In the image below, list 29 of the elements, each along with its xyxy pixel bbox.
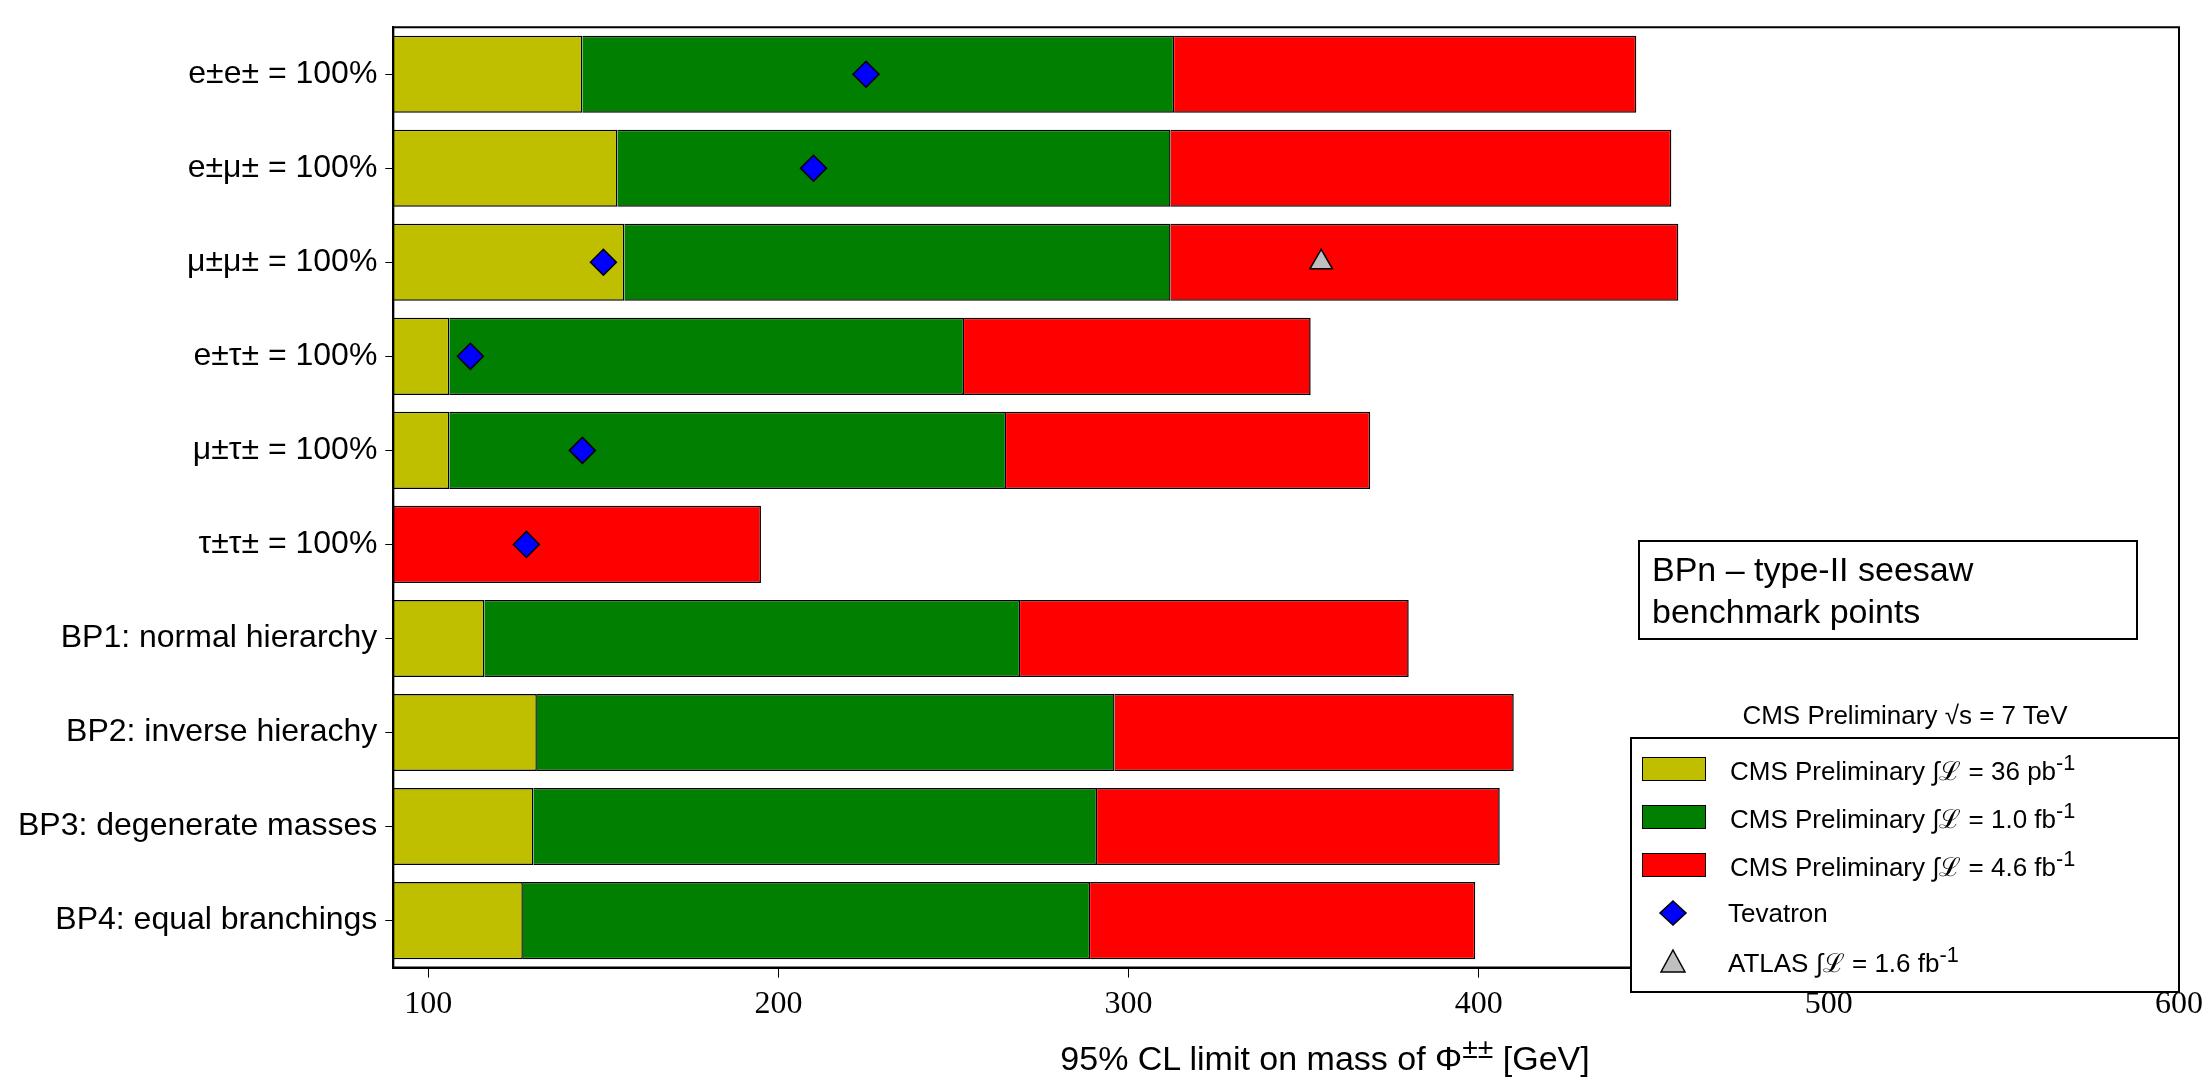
point [852, 60, 880, 88]
y-tick-label: μ±μ± = 100% [187, 242, 378, 279]
legend-label: CMS Preliminary ∫ℒ = 1.0 fb$^{-1}$ [1730, 798, 2076, 836]
x-tick-label: 600 [2155, 984, 2203, 1021]
y-tick-label: e±μ± = 100% [187, 148, 378, 185]
y-tick-label: e±e± = 100% [188, 54, 378, 91]
y-tick-label: e±τ± = 100% [193, 336, 378, 373]
x-axis-title: 95% CL limit on mass of Φ$^{±±}$ [GeV] [1059, 1031, 1591, 1078]
legend-label: ATLAS ∫ℒ = 1.6 fb$^{-1}$ [1728, 942, 1959, 980]
point [456, 342, 485, 371]
y-tick-label: BP3: degenerate masses [18, 806, 378, 843]
y-tick-label: BP1: normal hierarchy [60, 618, 378, 655]
text-box: BPn – type-II seesaw benchmark points [1638, 540, 2138, 640]
legend-label: CMS Preliminary ∫ℒ = 36 pb$^{-1}$ [1730, 750, 2076, 788]
point [512, 530, 541, 559]
legend-label: Tevatron [1728, 897, 1828, 929]
x-tick-label: 200 [754, 984, 803, 1021]
point [568, 436, 597, 465]
y-tick-label: μ±τ± = 100% [192, 430, 378, 467]
x-tick-label: 100 [404, 984, 453, 1021]
x-tick-label: 400 [1454, 984, 1503, 1021]
point [589, 248, 618, 277]
x-tick-label: 300 [1104, 984, 1153, 1021]
point [799, 154, 828, 183]
y-tick-label: BP4: equal branchings [55, 900, 378, 937]
legend-title: CMS Preliminary √s = 7 TeV [1741, 700, 2069, 731]
y-tick-label: τ±τ± = 100% [198, 524, 378, 561]
y-tick-label: BP2: inverse hierachy [66, 712, 378, 749]
legend-label: CMS Preliminary ∫ℒ = 4.6 fb$^{-1}$ [1730, 846, 2076, 884]
